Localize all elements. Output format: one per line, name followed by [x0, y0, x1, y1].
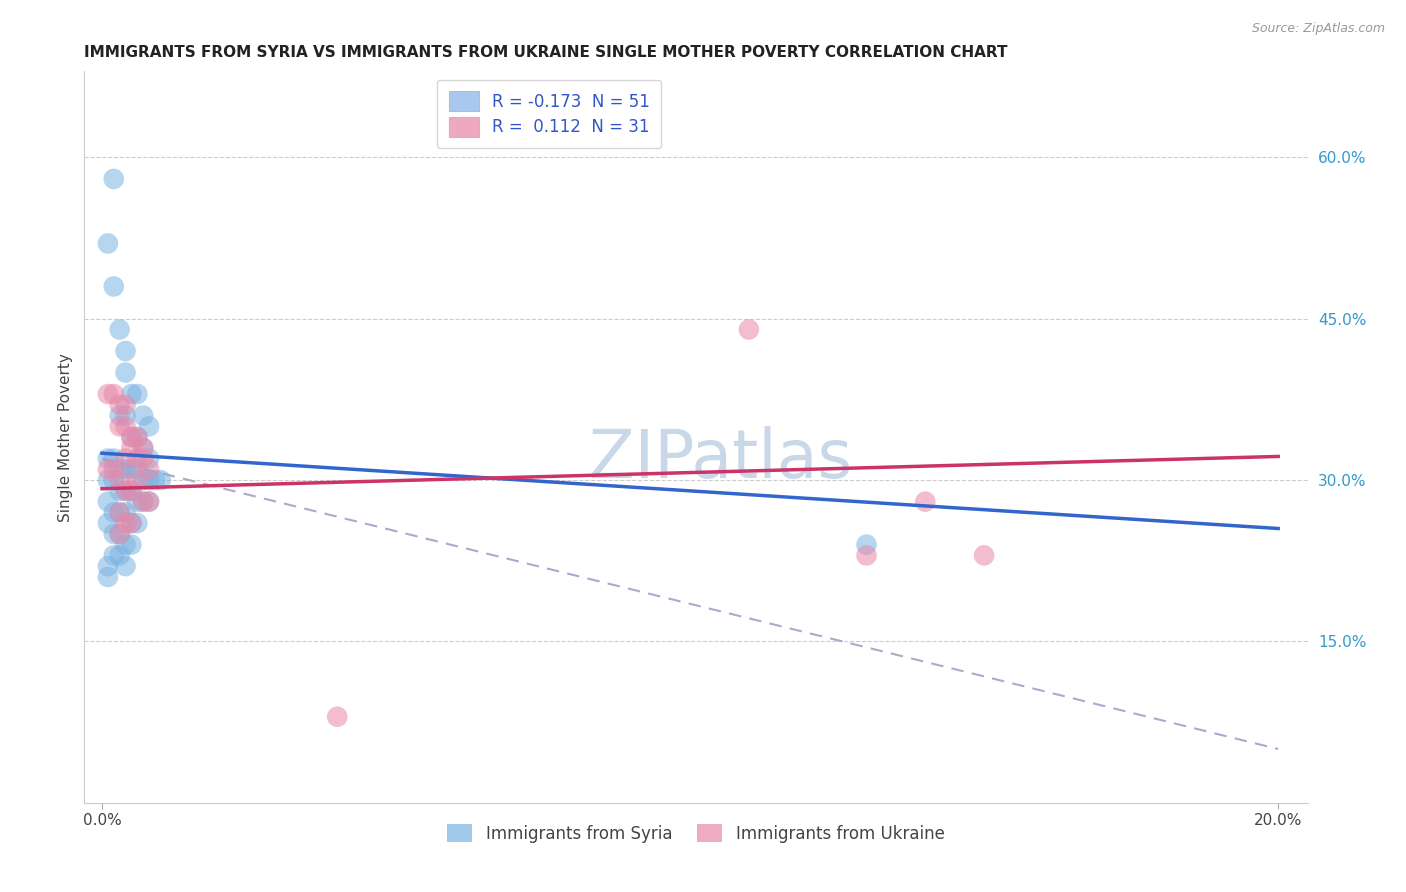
Point [132, 451, 155, 466]
Point [149, 473, 172, 487]
Point [97, 462, 120, 476]
Point [143, 473, 166, 487]
Point [127, 387, 149, 401]
Point [127, 516, 149, 530]
Point [108, 527, 131, 541]
Point [108, 419, 131, 434]
Point [120, 483, 142, 498]
Point [114, 419, 136, 434]
Point [120, 430, 142, 444]
Point [120, 441, 142, 455]
Point [103, 451, 125, 466]
Point [108, 505, 131, 519]
Point [103, 462, 125, 476]
Point [127, 430, 149, 444]
Point [103, 172, 125, 186]
Point [138, 419, 160, 434]
Point [114, 505, 136, 519]
Point [108, 505, 131, 519]
Point [114, 462, 136, 476]
Point [132, 441, 155, 455]
Point [855, 549, 877, 563]
Point [127, 473, 149, 487]
Point [127, 430, 149, 444]
Point [114, 483, 136, 498]
Point [103, 549, 125, 563]
Text: ZIPatlas: ZIPatlas [589, 426, 852, 492]
Point [114, 483, 136, 498]
Point [103, 473, 125, 487]
Point [97, 387, 120, 401]
Point [132, 494, 155, 508]
Point [114, 366, 136, 380]
Point [127, 451, 149, 466]
Point [127, 462, 149, 476]
Point [97, 236, 120, 251]
Point [108, 398, 131, 412]
Point [103, 387, 125, 401]
Point [138, 462, 160, 476]
Point [120, 538, 142, 552]
Point [132, 441, 155, 455]
Point [127, 494, 149, 508]
Point [103, 279, 125, 293]
Point [97, 494, 120, 508]
Point [855, 538, 877, 552]
Point [108, 322, 131, 336]
Point [114, 344, 136, 359]
Point [114, 398, 136, 412]
Point [108, 483, 131, 498]
Text: Source: ZipAtlas.com: Source: ZipAtlas.com [1251, 22, 1385, 36]
Point [97, 473, 120, 487]
Point [973, 549, 995, 563]
Point [120, 387, 142, 401]
Point [108, 473, 131, 487]
Legend: Immigrants from Syria, Immigrants from Ukraine: Immigrants from Syria, Immigrants from U… [441, 818, 950, 849]
Point [97, 516, 120, 530]
Point [138, 494, 160, 508]
Y-axis label: Single Mother Poverty: Single Mother Poverty [58, 352, 73, 522]
Point [114, 451, 136, 466]
Point [114, 538, 136, 552]
Point [132, 494, 155, 508]
Point [120, 516, 142, 530]
Point [138, 494, 160, 508]
Point [97, 451, 120, 466]
Point [108, 409, 131, 423]
Point [132, 409, 155, 423]
Point [914, 494, 936, 508]
Point [108, 462, 131, 476]
Point [738, 322, 761, 336]
Point [326, 710, 349, 724]
Point [103, 505, 125, 519]
Point [120, 430, 142, 444]
Text: IMMIGRANTS FROM SYRIA VS IMMIGRANTS FROM UKRAINE SINGLE MOTHER POVERTY CORRELATI: IMMIGRANTS FROM SYRIA VS IMMIGRANTS FROM… [84, 45, 1008, 61]
Point [120, 483, 142, 498]
Point [120, 462, 142, 476]
Point [97, 570, 120, 584]
Point [108, 527, 131, 541]
Point [97, 559, 120, 574]
Point [114, 559, 136, 574]
Point [114, 409, 136, 423]
Point [132, 473, 155, 487]
Point [114, 516, 136, 530]
Point [138, 473, 160, 487]
Point [138, 451, 160, 466]
Point [108, 549, 131, 563]
Point [120, 516, 142, 530]
Point [103, 527, 125, 541]
